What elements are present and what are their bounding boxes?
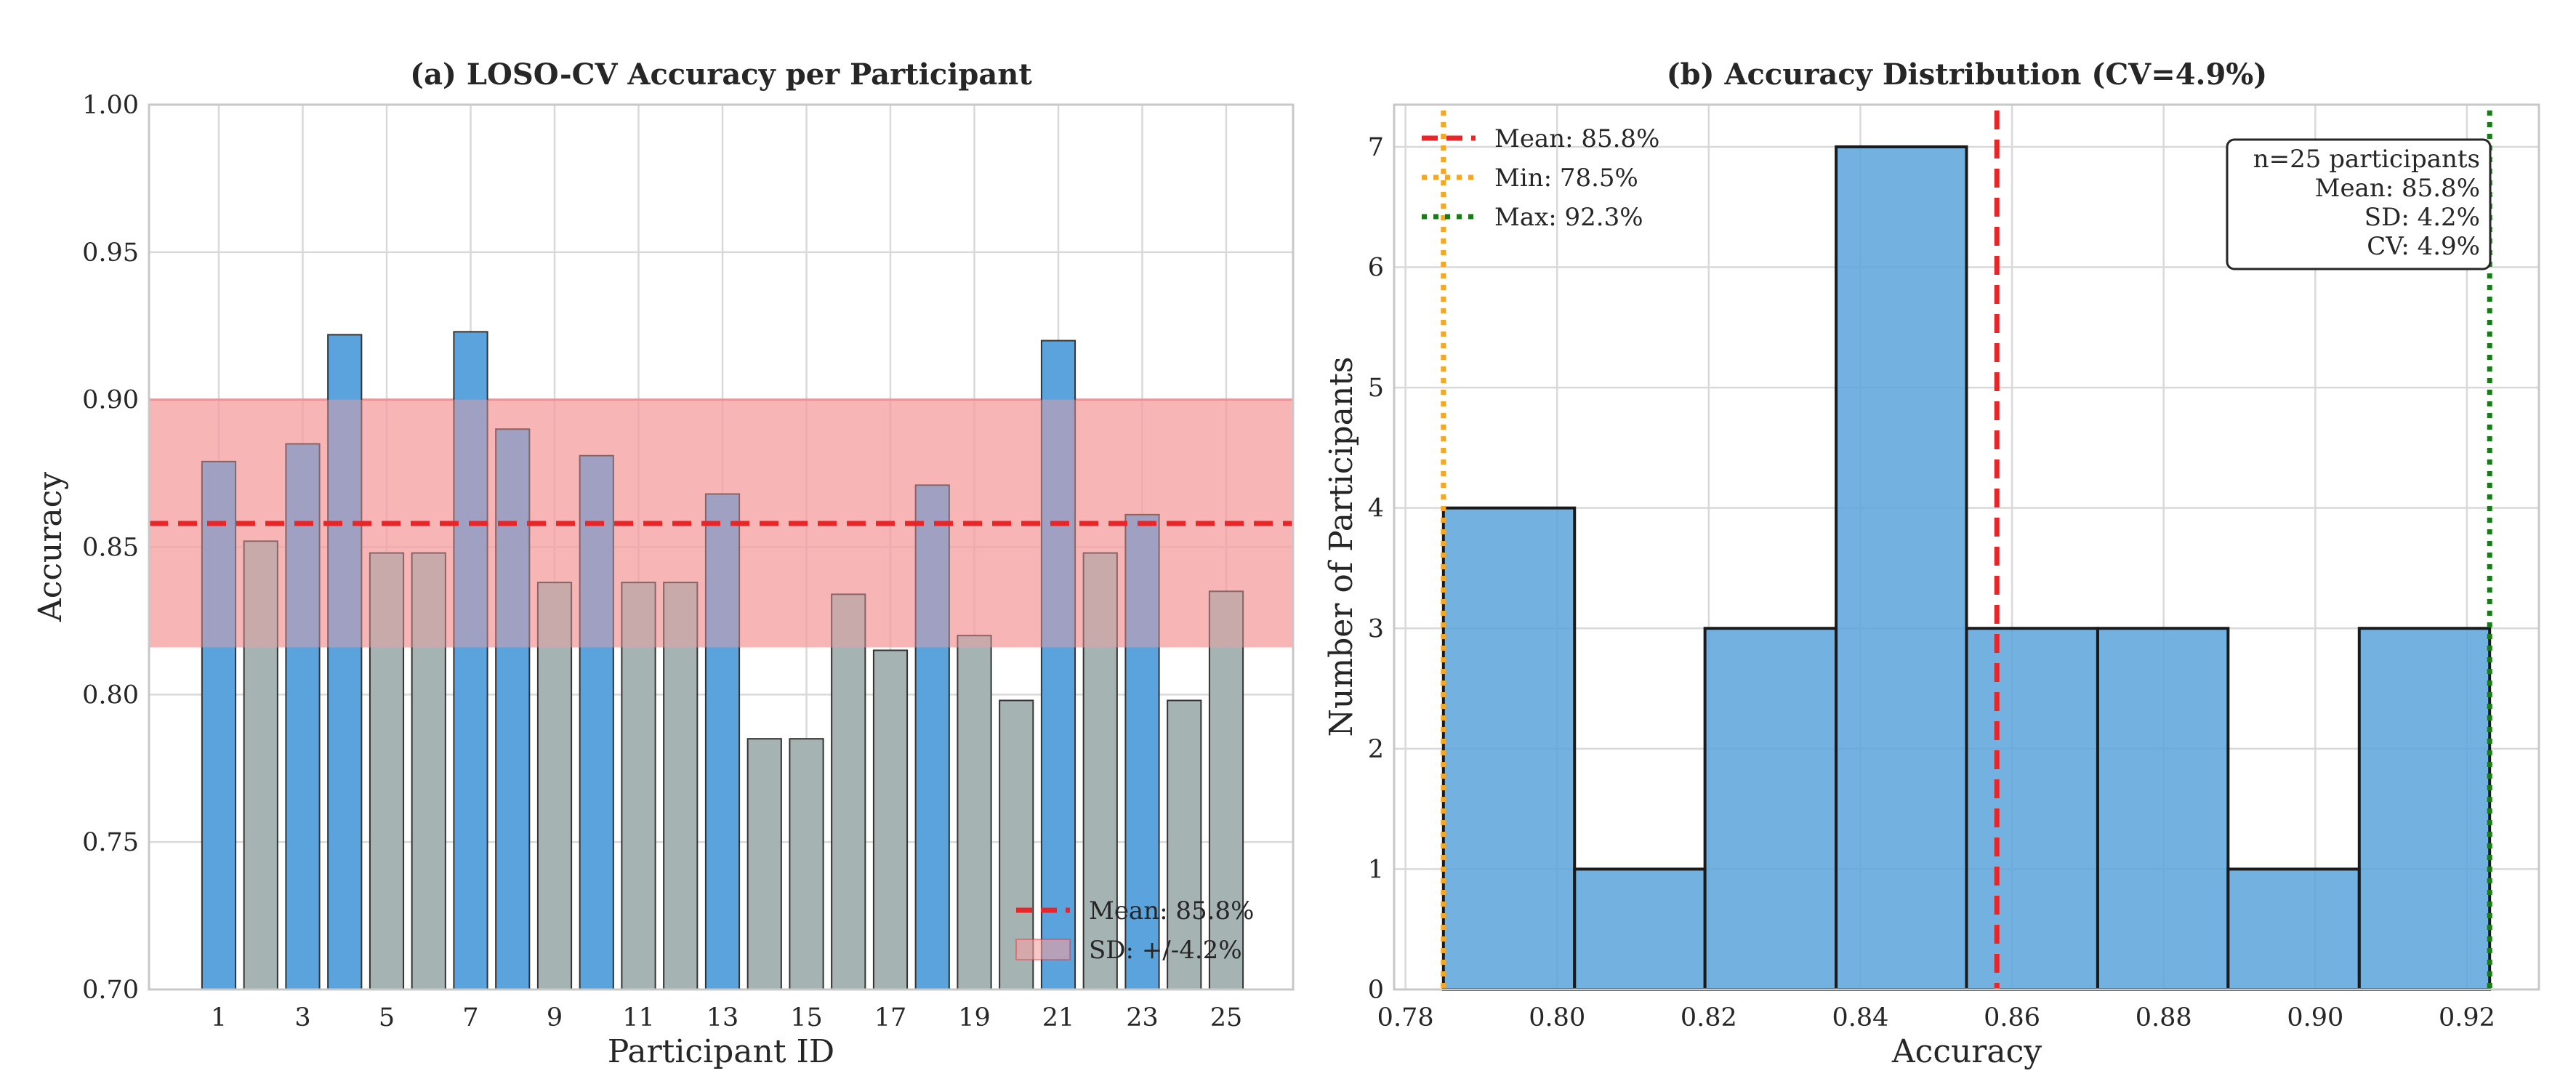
x-tick-label: 21 — [1042, 1003, 1075, 1032]
panel-a-frame — [148, 103, 1295, 991]
panel-b-frame — [1393, 103, 2540, 991]
x-tick-label: 1 — [211, 1003, 227, 1032]
histogram-bin-1 — [1441, 506, 1577, 991]
bar-participant-4 — [327, 334, 363, 991]
panel-a-bar-chart: 0.700.750.800.850.900.951.00 1 3 5 7 9 11 13 15… — [32, 57, 1295, 1070]
bar-participant-6 — [411, 552, 446, 990]
bar-participant-3 — [285, 443, 321, 990]
x-tick-label: 15 — [790, 1003, 823, 1032]
stats-box-frame — [2226, 138, 2492, 270]
x-tick-label: 7 — [462, 1003, 478, 1032]
bar-participant-14 — [746, 738, 782, 991]
bar-participant-5 — [369, 552, 405, 990]
panel-b-legend: Mean: 85.8% Min: 78.5% Max: 92.3% — [1422, 124, 1659, 232]
x-tick-label: 19 — [958, 1003, 991, 1032]
y-tick-label: 0.70 — [82, 976, 139, 1005]
x-tick-label: 0.92 — [2439, 1003, 2495, 1032]
legend-mean-label: Mean: 85.8% — [1494, 124, 1659, 153]
bar-participant-19 — [957, 635, 992, 990]
stats-cv: CV: 4.9% — [2367, 232, 2480, 261]
x-tick-label: 9 — [547, 1003, 563, 1032]
x-tick-label: 25 — [1210, 1003, 1243, 1032]
histogram-bin-3 — [1703, 627, 1838, 991]
stats-mean: Mean: 85.8% — [2315, 174, 2480, 203]
legend-sd-swatch — [1015, 939, 1071, 960]
x-tick-label: 0.90 — [2287, 1003, 2343, 1032]
histogram-bin-5 — [1965, 627, 2099, 991]
bar-participant-25 — [1208, 590, 1244, 990]
legend-sd-label: SD: +/-4.2% — [1089, 936, 1242, 965]
panel-b-x-axis-label: Accuracy — [1891, 1033, 2042, 1070]
stats-sd: SD: 4.2% — [2364, 203, 2480, 232]
histogram-bin-4 — [1835, 145, 1968, 991]
x-tick-label: 0.84 — [1832, 1003, 1889, 1032]
legend-max-label: Max: 92.3% — [1494, 203, 1643, 232]
bar-participant-24 — [1167, 699, 1202, 990]
panel-b-y-ticks: 0 1 2 3 4 5 6 7 — [1368, 133, 1384, 1005]
x-tick-label: 0.82 — [1681, 1003, 1737, 1032]
x-tick-label: 11 — [622, 1003, 655, 1032]
panel-a-y-axis-label: Accuracy — [32, 472, 69, 622]
x-tick-label: 0.78 — [1377, 1003, 1434, 1032]
y-tick-label: 1.00 — [82, 91, 139, 120]
y-tick-label: 0.80 — [82, 681, 139, 710]
bar-participant-18 — [914, 484, 950, 990]
x-tick-label: 3 — [294, 1003, 310, 1032]
y-tick-label: 7 — [1368, 133, 1384, 162]
legend-min-label: Min: 78.5% — [1494, 164, 1638, 193]
bar-participant-23 — [1124, 513, 1160, 990]
bar-participant-22 — [1082, 552, 1118, 990]
y-tick-label: 2 — [1368, 735, 1384, 764]
histogram-bin-7 — [2226, 867, 2361, 991]
panel-b-histogram: 0 1 2 3 4 5 6 7 0.78 0.80 0.82 0.84 0.86 0.88 0.90 0.9… — [1323, 57, 2540, 1070]
panel-a-x-axis-label: Participant ID — [608, 1033, 834, 1070]
bar-participant-17 — [872, 649, 909, 990]
x-tick-label: 23 — [1126, 1003, 1159, 1032]
x-tick-label: 0.80 — [1529, 1003, 1585, 1032]
panel-b-y-axis-label: Number of Participants — [1323, 357, 1360, 737]
x-tick-label: 5 — [379, 1003, 395, 1032]
y-tick-label: 1 — [1368, 855, 1384, 884]
x-tick-label: 0.88 — [2136, 1003, 2192, 1032]
bar-participant-7 — [453, 331, 488, 990]
histogram-bin-8 — [2357, 627, 2492, 991]
x-tick-label: 0.86 — [1984, 1003, 2040, 1032]
y-tick-label: 4 — [1368, 494, 1384, 523]
panel-a-y-ticks: 0.70 0.75 0.80 0.85 0.90 0.95 1.00 — [82, 91, 139, 1005]
bar-participant-13 — [704, 493, 741, 990]
panel-b-x-ticks: 0.78 0.80 0.82 0.84 0.86 0.88 0.90 0.92 — [1377, 1003, 2495, 1032]
y-tick-label: 0.75 — [82, 828, 139, 857]
y-tick-label: 0.95 — [82, 238, 139, 268]
y-tick-label: 6 — [1368, 254, 1384, 283]
x-tick-label: 17 — [874, 1003, 907, 1032]
panel-a-title: (a) LOSO-CV Accuracy per Participant — [410, 57, 1032, 92]
bar-participant-2 — [243, 540, 278, 990]
panel-b-reference-lines — [1441, 111, 2492, 989]
x-tick-label: 13 — [707, 1003, 739, 1032]
y-tick-label: 5 — [1368, 374, 1384, 403]
histogram-bin-6 — [2096, 627, 2230, 991]
panel-b-stats-box: n=25 participants Mean: 85.8% SD: 4.2% C… — [2226, 138, 2492, 270]
legend-mean-label: Mean: 85.8% — [1089, 896, 1254, 926]
y-tick-label: 0.90 — [82, 386, 139, 415]
panel-a-legend: Mean: 85.8% SD: +/-4.2% — [1015, 896, 1254, 965]
panel-a-x-ticks: 1 3 5 7 9 11 13 15 17 19 21 23 25 — [211, 1003, 1242, 1032]
stats-n: n=25 participants — [2253, 145, 2480, 174]
panel-b-title: (b) Accuracy Distribution (CV=4.9%) — [1667, 57, 2267, 92]
histogram-bin-2 — [1573, 867, 1707, 991]
panel-a-bars — [149, 331, 1293, 991]
y-tick-label: 0 — [1368, 976, 1384, 1005]
bar-participant-12 — [663, 582, 699, 990]
bar-participant-16 — [831, 593, 866, 990]
bar-participant-15 — [789, 738, 824, 991]
panel-b-bins — [1441, 145, 2492, 991]
y-tick-label: 0.85 — [82, 534, 139, 563]
bar-participant-21 — [1040, 340, 1076, 990]
bar-participant-1 — [201, 460, 237, 990]
y-tick-label: 3 — [1368, 614, 1384, 643]
bar-participant-9 — [536, 582, 573, 990]
